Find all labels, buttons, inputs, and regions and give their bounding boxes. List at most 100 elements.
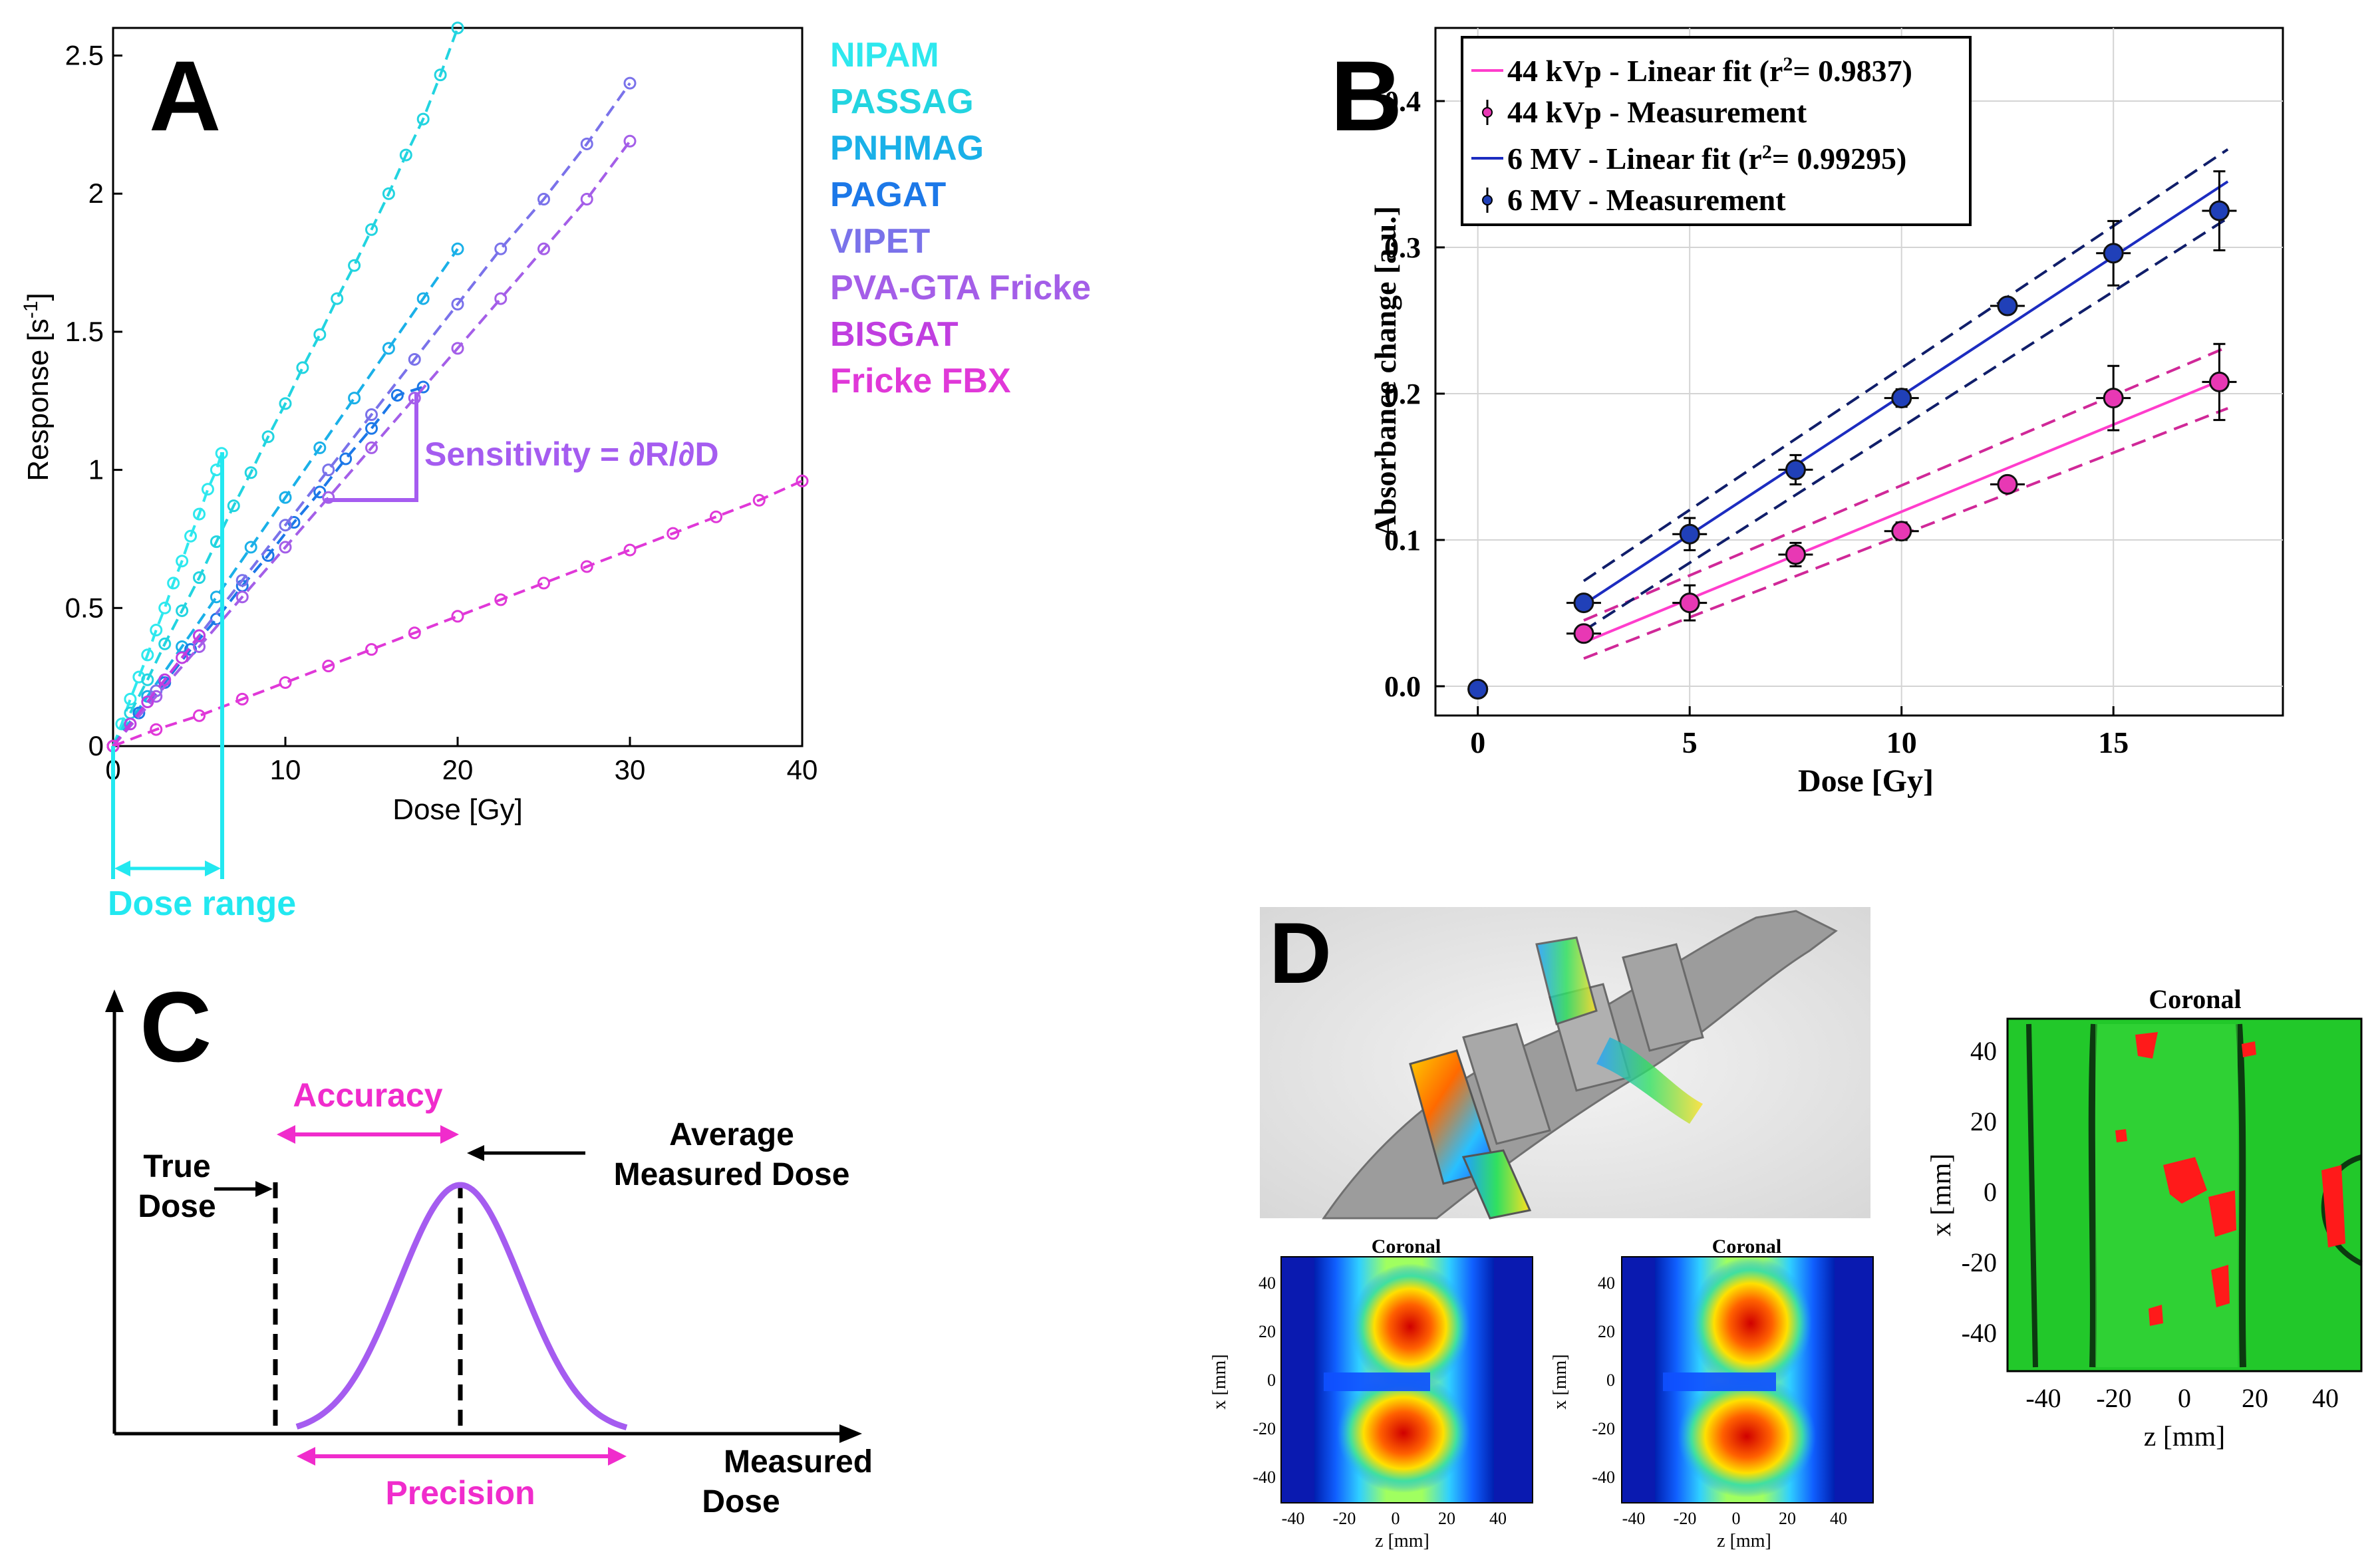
coronal-map-2-ytick: -20	[1592, 1419, 1615, 1438]
coronal-map-2-gap	[1663, 1372, 1776, 1391]
legend-bisgat: BISGAT	[830, 315, 959, 354]
gamma-map-ytick: 20	[1970, 1107, 1997, 1136]
gamma-map-fail-8	[2149, 1305, 2163, 1326]
gamma-map-xticks: -40 -20 0 20 40	[2025, 1383, 2339, 1413]
series-point	[365, 408, 378, 422]
series-point	[348, 259, 361, 272]
legend-6-fit: 6 MV - Linear fit (r2= 0.99295)	[1507, 141, 1906, 176]
legend-44-fit: 44 kVp - Linear fit (r2= 0.9837)	[1507, 53, 1912, 88]
legend-pagat: PAGAT	[830, 176, 947, 214]
series-point	[322, 660, 335, 673]
dose-colored-vertebra-2	[1535, 936, 1598, 1025]
sensitivity-triangle	[325, 392, 418, 502]
dose-colored-vertebra-3	[1461, 1149, 1532, 1220]
true-dose-arrowhead	[255, 1181, 273, 1197]
coronal-map-1-xticks: -40 -20 0 20 40	[1282, 1509, 1507, 1528]
data-point	[2103, 243, 2124, 264]
dose-range-arrowhead-left	[114, 860, 130, 876]
sensitivity-label: Sensitivity = ∂R/∂D	[424, 436, 719, 473]
series-point	[235, 692, 249, 706]
series-point	[193, 571, 206, 585]
series-point	[365, 223, 378, 236]
series-point	[167, 577, 180, 590]
series-point	[141, 648, 154, 662]
series-point	[390, 388, 404, 402]
series-point	[227, 499, 240, 513]
panel-b-ytick-label: 0.3	[1384, 231, 1421, 264]
series-point	[193, 629, 206, 642]
panel-a-ytick-label: 2.5	[65, 40, 104, 71]
spine-render: D	[1260, 904, 1870, 1220]
precision-arrowhead-right	[608, 1447, 627, 1466]
series-point	[150, 624, 163, 637]
series-point	[279, 397, 292, 410]
panel-c-yaxis-arrowhead	[105, 989, 124, 1012]
coronal-map-1-hotspot-lower	[1337, 1373, 1470, 1493]
series-point	[451, 610, 464, 623]
dose-colored-process	[1596, 1037, 1703, 1124]
coronal-map-1-hotspot-upper	[1350, 1263, 1470, 1390]
series-point	[408, 352, 421, 366]
series-point	[322, 463, 335, 477]
series-point	[235, 590, 249, 604]
series-point	[339, 452, 353, 465]
data-point	[1679, 592, 1700, 614]
data-point	[2208, 371, 2230, 392]
series-point	[124, 718, 137, 731]
gamma-map-xtick: 0	[2178, 1383, 2191, 1413]
gamma-map-title: Coronal	[2149, 984, 2241, 1014]
series-point	[158, 637, 172, 650]
series-point	[451, 342, 464, 355]
panel-b-xtick-label: 5	[1682, 725, 1698, 759]
coronal-map-1-ytick: 0	[1267, 1370, 1276, 1390]
series-point	[201, 483, 214, 496]
fit-6-mv-ci-upper	[1582, 148, 2229, 583]
gamma-map-edge-inner-right	[2236, 1023, 2246, 1368]
gamma-map-fail-7	[2115, 1129, 2127, 1142]
gaussian-curve	[295, 1182, 628, 1431]
series-point	[494, 593, 508, 606]
panel-a-xtick-label: 30	[615, 754, 646, 785]
series-point	[279, 541, 292, 554]
average-dose-arrowhead	[467, 1145, 484, 1161]
panel-c-letter: C	[140, 971, 212, 1083]
coronal-map-2-hotspot-lower	[1678, 1375, 1816, 1498]
data-point	[2208, 200, 2230, 221]
dose-range-arrowhead-right	[205, 860, 221, 876]
panel-a-ytick-label: 0.5	[65, 592, 104, 623]
coronal-map-1-title: Coronal	[1372, 1236, 1441, 1257]
gamma-map-arc	[2321, 1154, 2363, 1266]
series-point	[580, 137, 593, 150]
panel-a-ytick-label: 1.5	[65, 316, 104, 347]
panel-b-ytick-label: 0.0	[1384, 670, 1421, 703]
panel-b-xtick-label: 15	[2098, 725, 2129, 759]
legend-fricke-fbx: Fricke FBX	[830, 362, 1011, 400]
data-point	[1573, 623, 1594, 644]
series-point	[451, 242, 464, 255]
series-point	[623, 134, 637, 148]
series-point	[348, 392, 361, 405]
coronal-map-1-xtick: 20	[1438, 1509, 1455, 1528]
series-point	[494, 242, 508, 255]
panel-c: C Accuracy Precision True Dose Average M…	[105, 971, 873, 1519]
panel-b-legend-box	[1461, 36, 1972, 226]
coronal-map-2-xtick: 40	[1830, 1509, 1847, 1528]
accuracy-arrowhead-right	[440, 1125, 459, 1144]
vertebra-1	[1462, 1023, 1551, 1145]
series-point	[382, 187, 395, 200]
coronal-map-1-xtick: -40	[1282, 1509, 1305, 1528]
average-dose-label-1: Average	[669, 1117, 794, 1152]
panel-b-series	[1467, 148, 2237, 700]
series-point	[244, 466, 257, 479]
series-point	[313, 485, 327, 499]
legend-6-meas: 6 MV - Measurement	[1507, 183, 1786, 217]
gamma-map-xtick: -20	[2096, 1383, 2131, 1413]
coronal-map-1-xtick: 0	[1392, 1509, 1400, 1528]
panel-a: 01020304000.511.522.5 A Dose [Gy] Respon…	[20, 21, 1091, 923]
data-point	[1785, 459, 1806, 480]
gamma-map-ytick: -20	[1962, 1247, 1997, 1277]
series-point	[451, 297, 464, 311]
series-bisgat	[106, 629, 206, 753]
panel-a-ytick-label: 0	[88, 730, 104, 761]
